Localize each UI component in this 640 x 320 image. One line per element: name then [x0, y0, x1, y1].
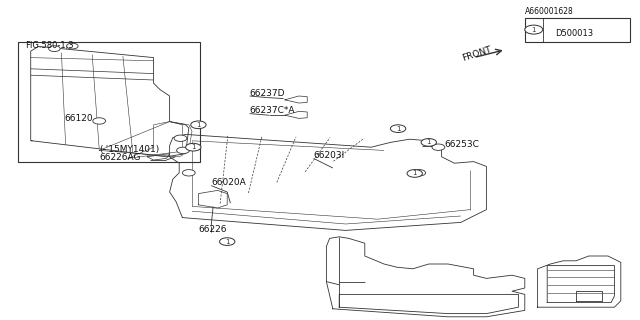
Bar	[525, 18, 630, 42]
Text: 1: 1	[225, 239, 230, 244]
Circle shape	[191, 121, 206, 129]
Text: A660001628: A660001628	[525, 7, 573, 16]
Text: D500013: D500013	[556, 29, 594, 38]
Text: 66253C: 66253C	[445, 140, 479, 149]
Text: 1: 1	[426, 140, 431, 145]
Circle shape	[413, 170, 426, 176]
Circle shape	[220, 238, 235, 245]
Circle shape	[390, 125, 406, 132]
Circle shape	[432, 144, 445, 150]
Circle shape	[525, 25, 543, 34]
Circle shape	[67, 43, 78, 49]
Text: 66020A: 66020A	[211, 178, 246, 187]
Circle shape	[49, 46, 60, 52]
Circle shape	[93, 118, 106, 124]
Text: 1: 1	[412, 171, 417, 176]
Bar	[18, 42, 200, 162]
Circle shape	[182, 170, 195, 176]
Text: 1: 1	[191, 144, 196, 150]
Circle shape	[174, 135, 187, 141]
Text: 66120: 66120	[64, 114, 93, 123]
Text: (-'15MY1401): (-'15MY1401)	[99, 145, 159, 154]
Text: 66237C*A: 66237C*A	[250, 106, 295, 115]
Text: FRONT: FRONT	[461, 45, 493, 63]
Text: 1: 1	[396, 126, 401, 132]
Circle shape	[186, 143, 201, 151]
Circle shape	[407, 170, 422, 177]
Text: 66226: 66226	[198, 225, 227, 234]
Text: 66203I: 66203I	[314, 151, 345, 160]
Text: 1: 1	[531, 27, 536, 33]
Circle shape	[177, 147, 189, 154]
Text: FIG.580-1,3: FIG.580-1,3	[26, 41, 74, 50]
Text: 66226AG: 66226AG	[99, 153, 141, 162]
Text: 66237D: 66237D	[250, 89, 285, 98]
Circle shape	[421, 139, 436, 146]
Text: 1: 1	[196, 122, 201, 128]
